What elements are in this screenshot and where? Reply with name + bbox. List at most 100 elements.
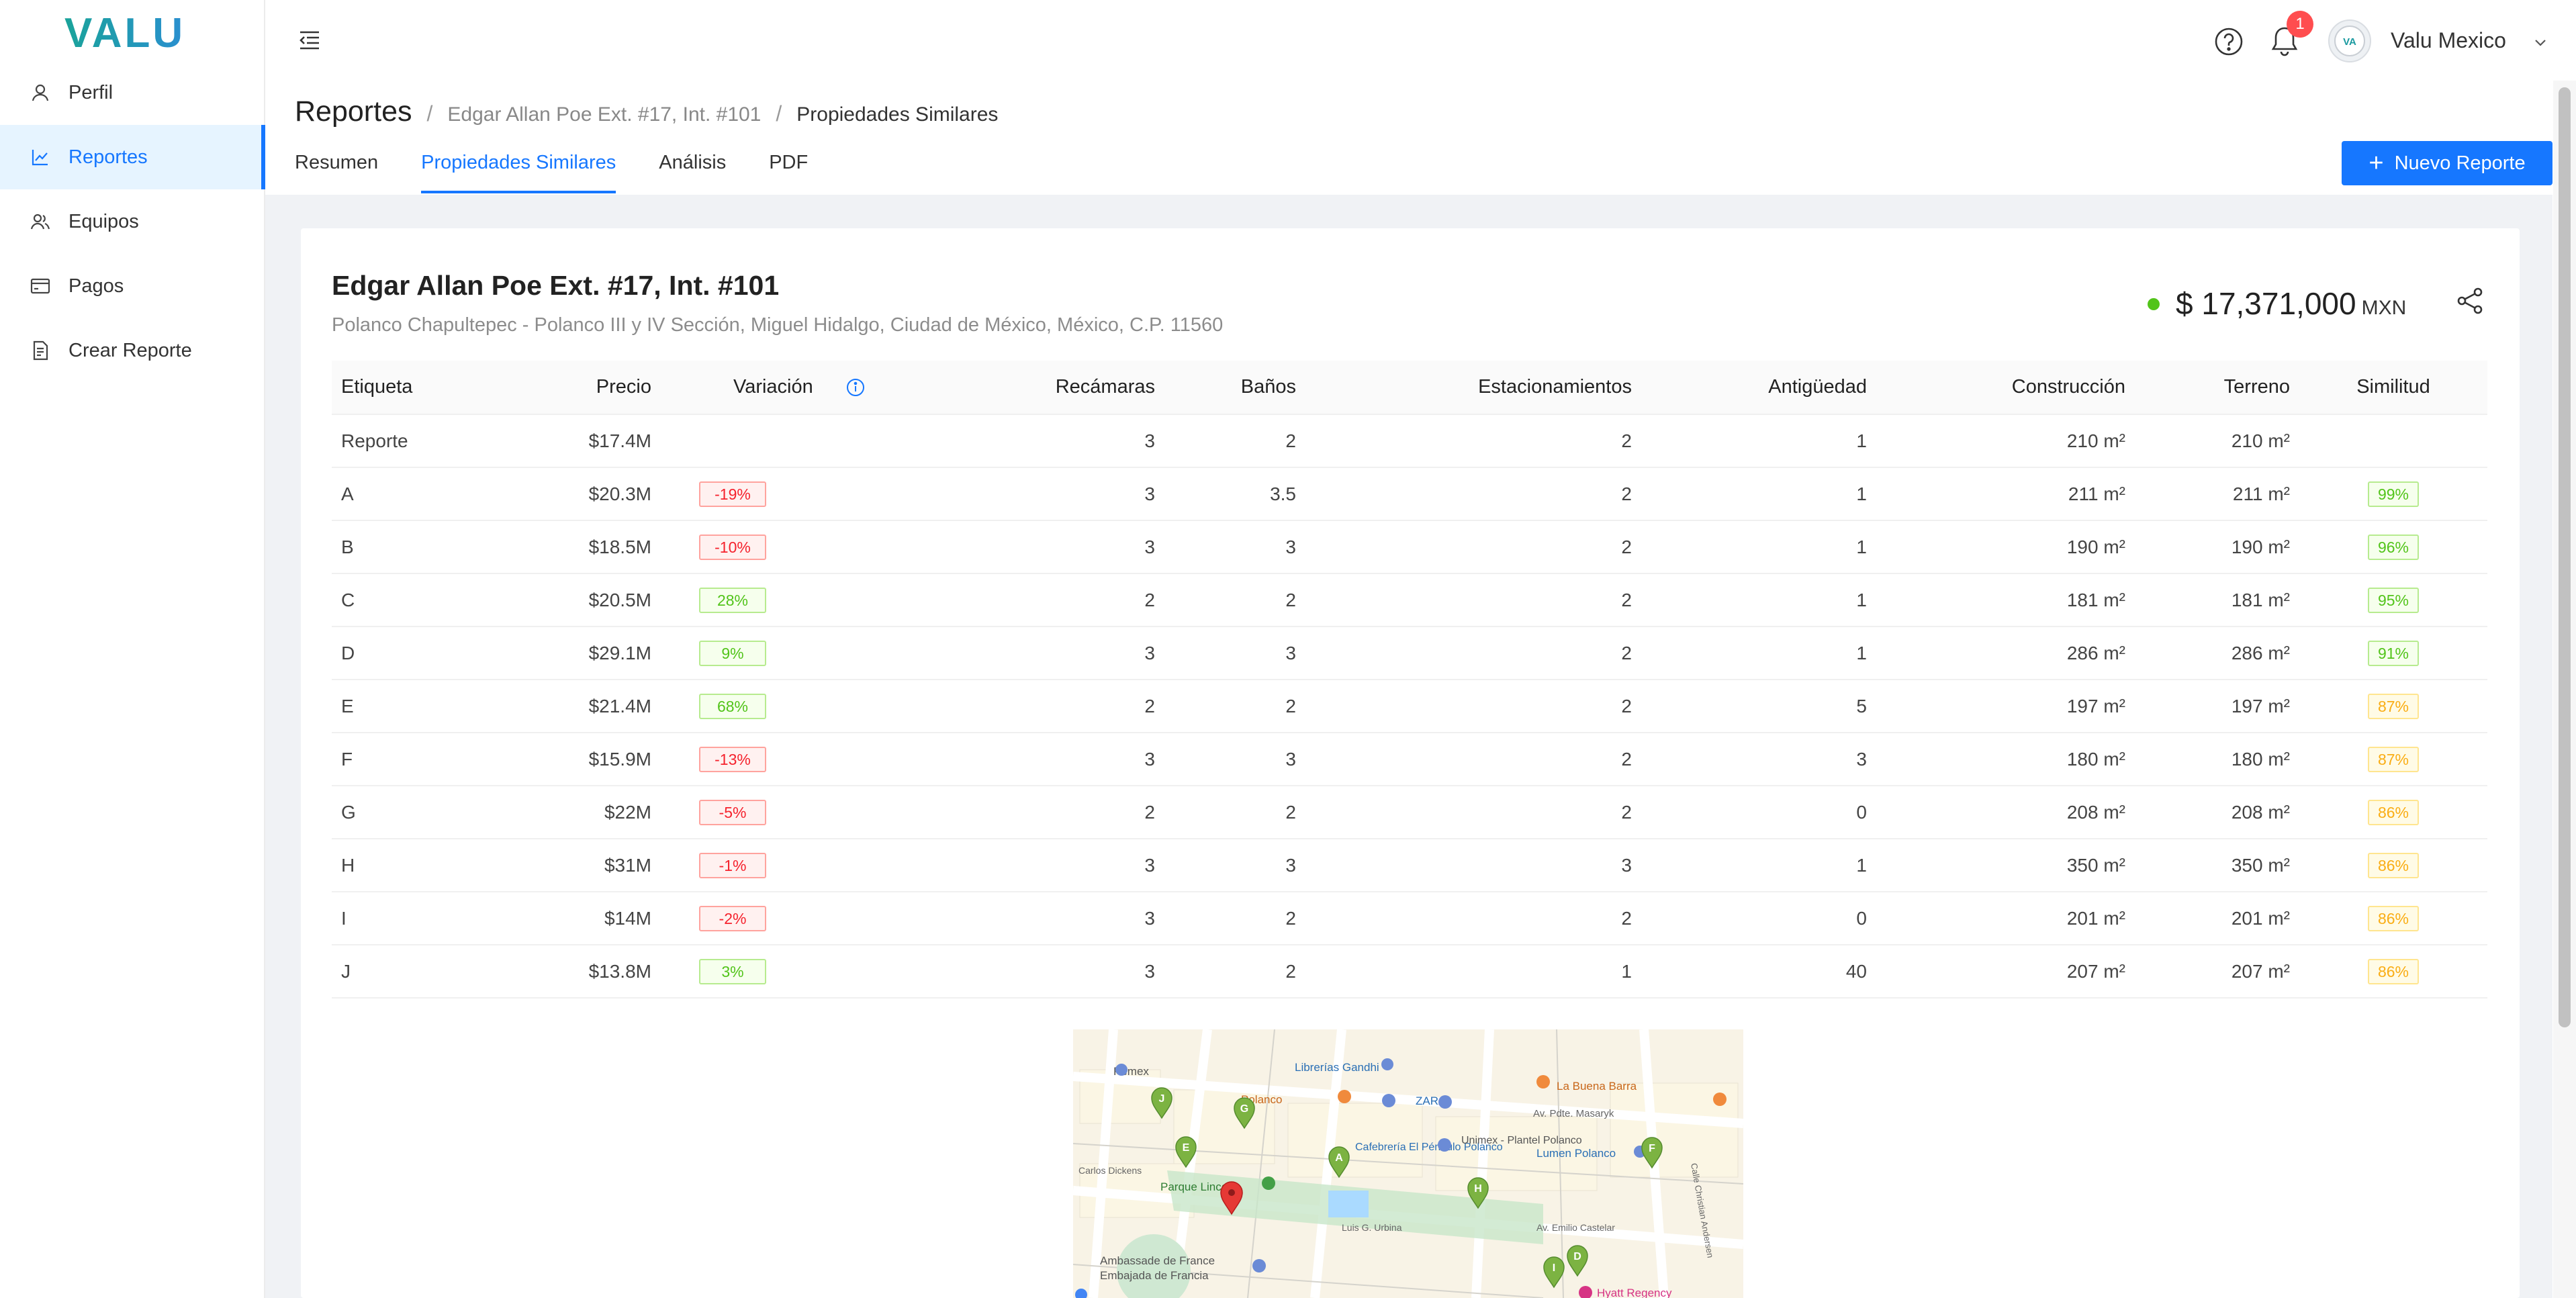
cell-label: C	[332, 573, 486, 627]
col-similitud[interactable]: Similitud	[2299, 361, 2487, 415]
col-antiguedad[interactable]: Antigüedad	[1641, 361, 1876, 415]
user-name[interactable]: Valu Mexico	[2391, 28, 2506, 52]
poi-icons	[1075, 1058, 1727, 1298]
sidebar-item-pagos[interactable]: Pagos	[0, 254, 265, 318]
sidebar-item-perfil[interactable]: Perfil	[0, 60, 265, 125]
cell-price: $18.5M	[486, 520, 661, 574]
tab-analisis[interactable]: Análisis	[659, 152, 727, 173]
tabs: Resumen Propiedades Similares Análisis P…	[295, 145, 851, 193]
table-row: A $20.3M -19% 3 3.5 2 1 211 m² 211 m² 99%	[332, 467, 2487, 521]
cell-price: $14M	[486, 892, 661, 945]
avatar[interactable]: VA	[2328, 19, 2371, 62]
col-construccion[interactable]: Construcción	[1876, 361, 2135, 415]
cell-similarity: 96%	[2299, 520, 2487, 574]
sidebar-item-reportes[interactable]: Reportes	[0, 125, 265, 189]
tab-resumen[interactable]: Resumen	[295, 152, 379, 173]
variation-tag: -2%	[699, 905, 766, 931]
table-row: I $14M -2% 3 2 2 0 201 m² 201 m² 86%	[332, 892, 2487, 945]
cell-bedrooms: 3	[882, 892, 1164, 945]
map-marker-i[interactable]: I	[1543, 1256, 1565, 1289]
col-banos[interactable]: Baños	[1164, 361, 1305, 415]
sidebar-item-label: Equipos	[68, 210, 139, 232]
cell-age: 1	[1641, 467, 1876, 521]
svg-text:F: F	[1649, 1143, 1655, 1154]
table-row: C $20.5M 28% 2 2 2 1 181 m² 181 m² 95%	[332, 573, 2487, 627]
cell-age: 1	[1641, 414, 1876, 468]
menu-fold-icon[interactable]	[297, 28, 322, 52]
col-etiqueta[interactable]: Etiqueta	[332, 361, 486, 415]
cell-baths: 3	[1164, 733, 1305, 786]
cell-parking: 2	[1305, 786, 1641, 839]
map-label-urbina: Luis G. Urbina	[1342, 1222, 1402, 1233]
variation-tag: 68%	[699, 693, 766, 719]
map-marker-a[interactable]: A	[1328, 1146, 1350, 1178]
cell-age: 40	[1641, 945, 1876, 999]
cell-label: H	[332, 839, 486, 892]
price-currency: MXN	[2361, 297, 2407, 319]
cell-construction: 201 m²	[1876, 892, 2135, 945]
similarity-tag: 86%	[2368, 852, 2419, 878]
cell-baths: 2	[1164, 892, 1305, 945]
map-label-ambassade: Ambassade de France	[1100, 1254, 1215, 1267]
help-icon[interactable]	[2214, 27, 2244, 56]
col-variacion[interactable]: Variación	[661, 361, 882, 415]
page-title[interactable]: Reportes	[295, 95, 412, 128]
cell-similarity: 95%	[2299, 573, 2487, 627]
table-header-row: Etiqueta Precio Variación Recámaras Baño…	[332, 361, 2487, 415]
col-terreno[interactable]: Terreno	[2135, 361, 2299, 415]
map-marker-e[interactable]: E	[1175, 1136, 1197, 1168]
cell-land: 286 m²	[2135, 627, 2299, 680]
svg-text:D: D	[1573, 1251, 1581, 1262]
similarity-tag: 95%	[2368, 587, 2419, 613]
similarity-tag: 87%	[2368, 693, 2419, 719]
col-precio[interactable]: Precio	[486, 361, 661, 415]
col-recamaras[interactable]: Recámaras	[882, 361, 1164, 415]
chevron-down-icon[interactable]	[2533, 35, 2548, 50]
share-icon[interactable]	[2456, 286, 2485, 316]
cell-similarity: 86%	[2299, 945, 2487, 999]
cell-baths: 2	[1164, 414, 1305, 468]
scrollbar-thumb[interactable]	[2559, 87, 2571, 1027]
subject-marker[interactable]	[1220, 1181, 1243, 1215]
cell-baths: 2	[1164, 786, 1305, 839]
cell-parking: 2	[1305, 467, 1641, 521]
cell-construction: 207 m²	[1876, 945, 2135, 999]
tab-pdf[interactable]: PDF	[769, 152, 809, 173]
similarity-tag: 86%	[2368, 799, 2419, 825]
comparable-markers: J G E A H F I D	[1151, 1087, 1663, 1289]
new-report-label: Nuevo Reporte	[2394, 152, 2526, 174]
similarity-tag: 87%	[2368, 746, 2419, 772]
cell-label: A	[332, 467, 486, 521]
cell-label: J	[332, 945, 486, 999]
cell-similarity	[2299, 414, 2487, 468]
variation-tag: 9%	[699, 640, 766, 666]
map-marker-j[interactable]: J	[1151, 1087, 1172, 1119]
map-marker-g[interactable]: G	[1234, 1097, 1255, 1129]
sidebar-item-equipos[interactable]: Equipos	[0, 189, 265, 254]
cell-land: 180 m²	[2135, 733, 2299, 786]
map-marker-d[interactable]: D	[1567, 1245, 1588, 1277]
table-row: F $15.9M -13% 3 3 2 3 180 m² 180 m² 87%	[332, 733, 2487, 786]
cell-similarity: 86%	[2299, 786, 2487, 839]
cell-baths: 2	[1164, 945, 1305, 999]
cell-similarity: 87%	[2299, 733, 2487, 786]
map-marker-f[interactable]: F	[1641, 1137, 1663, 1169]
cell-land: 208 m²	[2135, 786, 2299, 839]
svg-text:G: G	[1240, 1103, 1248, 1115]
price-value: $ 17,371,000	[2176, 286, 2356, 321]
top-header: 1 VA Valu Mexico	[265, 0, 2576, 81]
cell-price: $29.1M	[486, 627, 661, 680]
cell-price: $20.3M	[486, 467, 661, 521]
similarity-tag: 99%	[2368, 481, 2419, 507]
page-scrollbar[interactable]	[2553, 81, 2576, 1298]
valu-logo[interactable]: VALU	[62, 9, 203, 56]
tab-propiedades-similares[interactable]: Propiedades Similares	[421, 145, 616, 193]
map-marker-h[interactable]: H	[1467, 1177, 1489, 1209]
breadcrumb-property[interactable]: Edgar Allan Poe Ext. #17, Int. #101	[447, 103, 762, 126]
col-estacionamientos[interactable]: Estacionamientos	[1305, 361, 1641, 415]
map[interactable]: Pemex Librerías Gandhi La Buena Barra Po…	[1073, 1029, 1743, 1298]
new-report-button[interactable]: + Nuevo Reporte	[2342, 141, 2552, 185]
info-icon[interactable]	[845, 377, 866, 398]
sidebar-item-crear-reporte[interactable]: Crear Reporte	[0, 318, 265, 383]
cell-bedrooms: 3	[882, 520, 1164, 574]
